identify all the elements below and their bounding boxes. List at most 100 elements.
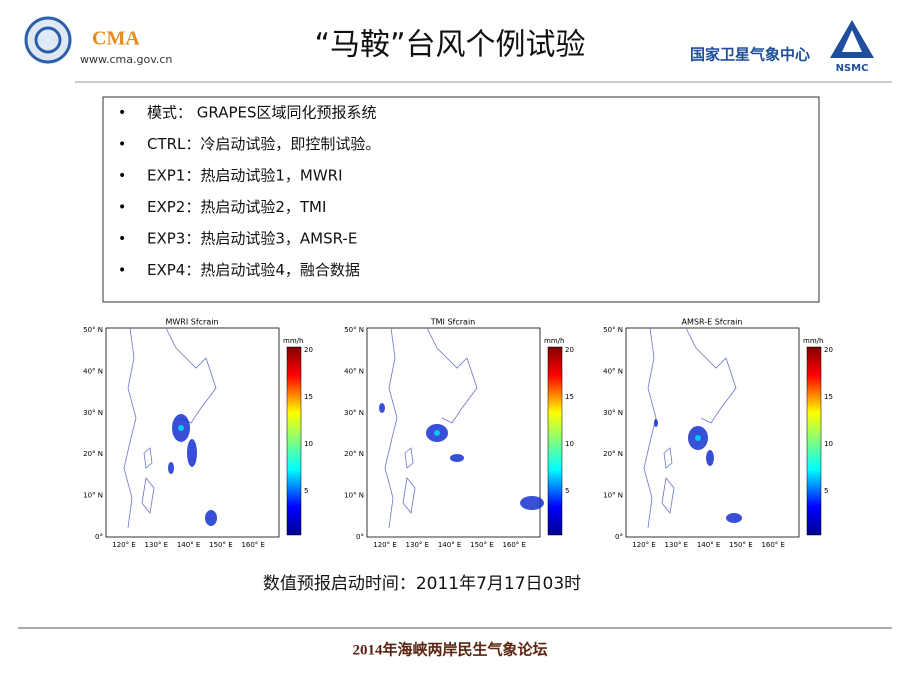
lon-label: 150° E [470, 541, 494, 549]
bullet-text: EXP4：热启动试验4，融合数据 [147, 261, 360, 279]
lat-label: 10° N [603, 492, 623, 500]
map-panel: TMI Sfcrain 50° N 40° N 30° N 20° N 10° N 0° 12… [344, 318, 574, 550]
lon-label: 120° E [373, 541, 397, 549]
coastline [123, 327, 217, 529]
lat-label: 30° N [344, 409, 364, 417]
logo-text: CMA [92, 28, 140, 50]
lon-label: 130° E [406, 541, 430, 549]
lon-label: 160° E [241, 541, 265, 549]
coastline [384, 327, 478, 529]
rain-area [726, 513, 742, 523]
caption: 数值预报启动时间：2011年7月17日03时 [263, 574, 581, 594]
map-frame [366, 327, 541, 538]
colorbar-tick: 5 [824, 487, 828, 495]
colorbar [547, 346, 563, 536]
lon-label: 140° E [438, 541, 462, 549]
rain-core [178, 425, 184, 431]
rain-area [520, 496, 544, 510]
map-frame [625, 327, 800, 538]
panel-title: TMI Sfcrain [430, 318, 475, 327]
lat-label: 50° N [603, 326, 623, 334]
lon-label: 120° E [112, 541, 136, 549]
bullet-dot: • [118, 137, 126, 153]
lat-label: 20° N [344, 450, 364, 458]
colorbar-unit: mm/h [803, 337, 823, 345]
map-panel: AMSR-E Sfcrain 50° N 40° N 30° N 20° N 10° N 0… [603, 318, 833, 550]
bullet-box [102, 96, 820, 303]
colorbar-tick: 10 [304, 440, 313, 448]
colorbar-tick: 15 [824, 393, 833, 401]
bullet-text: 模式： GRAPES区域同化预报系统 [147, 104, 377, 122]
bullet-dot: • [118, 200, 126, 216]
cma-logo: CMA www.cma.gov.cn [24, 16, 172, 66]
lat-label: 40° N [344, 367, 364, 375]
lon-label: 120° E [632, 541, 656, 549]
colorbar-tick: 5 [565, 487, 569, 495]
colorbar-tick: 20 [824, 346, 833, 354]
lat-label: 0° [95, 533, 103, 541]
colorbar-unit: mm/h [544, 337, 564, 345]
colorbar-tick: 15 [565, 393, 574, 401]
lon-label: 130° E [665, 541, 689, 549]
rain-core [695, 435, 701, 441]
rain-area [706, 450, 714, 466]
slide-title: “马鞍”台风个例试验 [314, 28, 585, 63]
colorbar-tick: 15 [304, 393, 313, 401]
bullet-text: EXP2：热启动试验2，TMI [147, 198, 326, 216]
rain-area [379, 403, 385, 413]
nsmc-logo: NSMC [830, 20, 874, 74]
colorbar-tick: 20 [304, 346, 313, 354]
bullet-text: EXP3：热启动试验3，AMSR-E [147, 230, 357, 248]
bullet-dot: • [118, 263, 126, 279]
bullet-text: EXP1：热启动试验1，MWRI [147, 167, 343, 185]
colorbar [286, 346, 302, 536]
map-panels: MWRI Sfcrain 50° N 40° N 30° N 20° N 10° N 0° 1… [83, 318, 833, 550]
rain-area [654, 419, 658, 427]
bullet-dot: • [118, 168, 126, 184]
lat-label: 20° N [603, 450, 623, 458]
lat-label: 40° N [603, 367, 623, 375]
rain-area [205, 510, 217, 526]
rain-area [450, 454, 464, 462]
lat-label: 50° N [344, 326, 364, 334]
lon-label: 140° E [697, 541, 721, 549]
org-abbr: NSMC [836, 63, 869, 74]
lon-label: 150° E [729, 541, 753, 549]
bullet-dot: • [118, 231, 126, 247]
panel-title: AMSR-E Sfcrain [682, 318, 743, 327]
footer: 2014年海峡两岸民生气象论坛 [352, 640, 547, 658]
lon-label: 160° E [502, 541, 526, 549]
lat-label: 30° N [603, 409, 623, 417]
map-panel: MWRI Sfcrain 50° N 40° N 30° N 20° N 10° N 0° 1… [83, 318, 313, 550]
lat-label: 10° N [344, 492, 364, 500]
bullet-list: • 模式： GRAPES区域同化预报系统 • CTRL：冷启动试验，即控制试验。 • EX… [118, 104, 380, 280]
lat-label: 30° N [83, 409, 103, 417]
org-name: 国家卫星气象中心 [690, 46, 810, 64]
lon-label: 130° E [145, 541, 169, 549]
coastline [643, 327, 737, 529]
colorbar-tick: 10 [824, 440, 833, 448]
lat-label: 10° N [83, 492, 103, 500]
lon-label: 140° E [177, 541, 201, 549]
colorbar-unit: mm/h [283, 337, 303, 345]
map-frame [105, 327, 280, 538]
lat-label: 20° N [83, 450, 103, 458]
colorbar [806, 346, 822, 536]
lon-label: 150° E [209, 541, 233, 549]
lat-label: 0° [356, 533, 364, 541]
bullet-dot: • [118, 105, 126, 121]
colorbar-tick: 5 [304, 487, 308, 495]
rain-area [168, 462, 174, 474]
lat-label: 40° N [83, 367, 103, 375]
rain-area [187, 439, 197, 467]
rain-core [434, 430, 440, 436]
lat-label: 50° N [83, 326, 103, 334]
lat-label: 0° [615, 533, 623, 541]
lon-label: 160° E [761, 541, 785, 549]
bullet-text: CTRL：冷启动试验，即控制试验。 [147, 135, 380, 153]
colorbar-tick: 20 [565, 346, 574, 354]
panel-title: MWRI Sfcrain [165, 318, 218, 327]
logo-url: www.cma.gov.cn [80, 53, 172, 66]
